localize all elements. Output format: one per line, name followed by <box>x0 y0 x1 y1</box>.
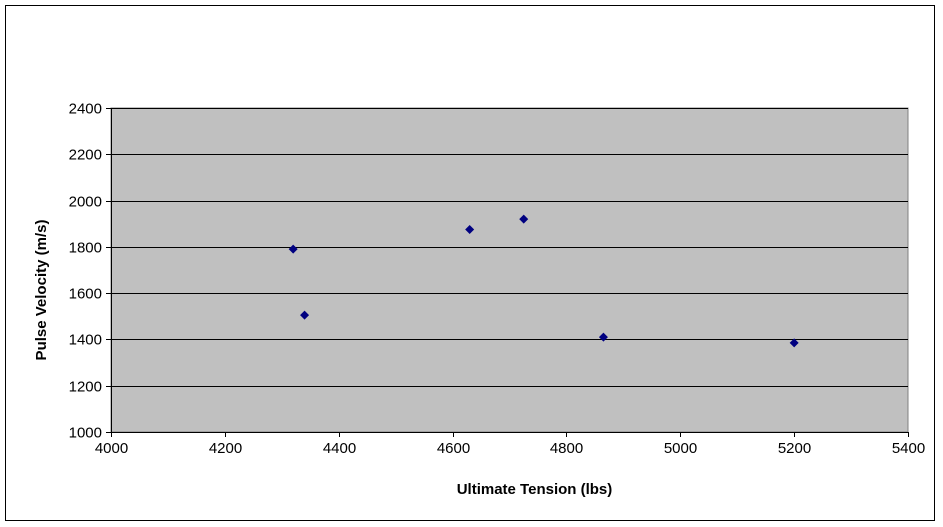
x-tick-label-4200: 4200 <box>209 440 242 457</box>
y-tick-label-1400: 1400 <box>69 332 102 349</box>
y-axis-ticks: 1000 1200 1400 1600 1800 2000 2200 2400 <box>69 101 111 442</box>
data-point-0 <box>288 244 298 254</box>
x-tick-label-4600: 4600 <box>437 440 470 457</box>
data-point-1 <box>300 310 310 320</box>
data-point-3 <box>519 214 529 224</box>
data-point-2 <box>465 225 475 234</box>
y-tick-label-2000: 2000 <box>69 194 102 211</box>
data-point-4 <box>598 332 608 342</box>
gridlines <box>111 108 908 387</box>
y-tick-label-1000: 1000 <box>69 425 102 442</box>
x-tick-label-4400: 4400 <box>323 440 356 457</box>
y-tick-label-2400: 2400 <box>69 101 102 118</box>
x-axis-title: Ultimate Tension (lbs) <box>457 481 613 498</box>
y-tick-label-1600: 1600 <box>69 286 102 303</box>
y-tick-label-1200: 1200 <box>69 379 102 396</box>
y-tick-label-1800: 1800 <box>69 240 102 257</box>
data-points <box>288 214 799 348</box>
axes <box>111 108 908 433</box>
x-tick-label-4800: 4800 <box>550 440 583 457</box>
x-tick-label-5000: 5000 <box>664 440 697 457</box>
y-axis-title: Pulse Velocity (m/s) <box>33 220 50 361</box>
x-tick-label-5400: 5400 <box>892 440 925 457</box>
x-tick-label-4000: 4000 <box>95 440 128 457</box>
y-tick-label-2200: 2200 <box>69 147 102 164</box>
x-axis-ticks: 4000 4200 4400 4600 4800 5000 5200 5400 <box>95 432 925 457</box>
x-tick-label-5200: 5200 <box>778 440 811 457</box>
data-point-5 <box>789 338 799 348</box>
plot-area <box>110 107 909 433</box>
